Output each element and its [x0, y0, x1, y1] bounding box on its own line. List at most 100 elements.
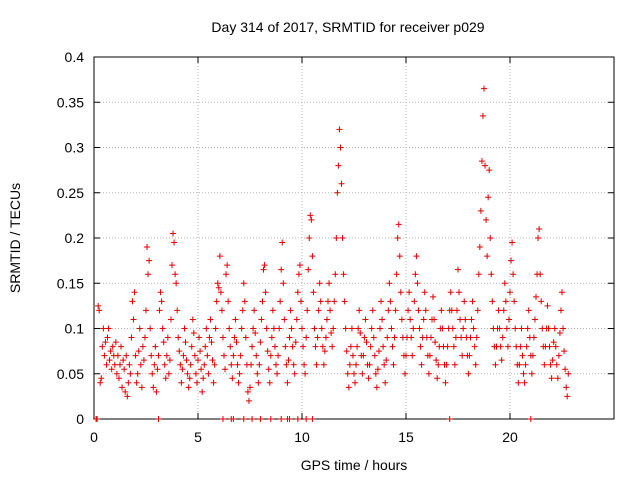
data-point — [385, 307, 392, 314]
data-point — [380, 343, 387, 350]
data-point — [178, 379, 185, 386]
data-point — [132, 352, 139, 359]
data-point — [182, 339, 189, 346]
data-point — [175, 334, 182, 341]
data-point — [417, 343, 424, 350]
data-point — [406, 289, 413, 296]
data-point — [458, 334, 465, 341]
data-point — [109, 343, 116, 350]
data-point — [305, 266, 312, 273]
data-point — [503, 325, 510, 332]
data-point — [518, 325, 525, 332]
data-point — [187, 361, 194, 368]
data-point — [104, 334, 111, 341]
data-point — [217, 289, 224, 296]
data-point — [438, 307, 445, 314]
data-point — [274, 370, 281, 377]
data-point — [561, 348, 568, 355]
data-point — [124, 393, 131, 400]
data-point — [189, 316, 196, 323]
data-point — [258, 316, 265, 323]
data-point — [512, 325, 519, 332]
data-point — [527, 416, 534, 422]
data-point — [474, 307, 481, 314]
data-point — [368, 325, 375, 332]
data-point — [453, 307, 460, 314]
data-point — [174, 307, 181, 314]
data-point — [362, 316, 369, 323]
data-point — [102, 339, 109, 346]
data-point — [413, 253, 420, 260]
data-point — [407, 316, 414, 323]
data-point — [477, 207, 484, 214]
data-point — [387, 298, 394, 305]
data-point — [108, 366, 115, 373]
data-point — [426, 352, 433, 359]
data-point — [381, 361, 388, 368]
data-point — [278, 266, 285, 273]
data-point — [560, 325, 567, 332]
data-point — [330, 325, 337, 332]
data-point — [447, 289, 454, 296]
data-point — [100, 325, 107, 332]
data-point — [163, 352, 170, 359]
data-point — [198, 366, 205, 373]
data-point — [449, 325, 456, 332]
data-point — [188, 343, 195, 350]
data-point — [467, 334, 474, 341]
data-point — [309, 416, 316, 422]
data-point — [375, 348, 382, 355]
y-tick-label: 0.4 — [65, 49, 85, 65]
data-point — [322, 334, 329, 341]
data-point — [202, 343, 209, 350]
y-tick-label: 0 — [76, 411, 84, 427]
data-point — [507, 289, 513, 296]
data-point — [473, 334, 480, 341]
data-point — [210, 379, 217, 386]
data-point — [139, 343, 146, 350]
data-point — [105, 325, 112, 332]
data-point — [367, 343, 374, 350]
data-point — [158, 298, 165, 305]
data-point — [466, 352, 473, 359]
data-point — [300, 343, 307, 350]
data-point — [151, 361, 158, 368]
data-point — [435, 361, 442, 368]
data-point — [533, 293, 539, 300]
data-point — [337, 144, 344, 151]
data-point — [398, 316, 405, 323]
data-point — [147, 325, 154, 332]
data-point — [471, 343, 478, 350]
data-point — [314, 334, 321, 341]
data-point — [409, 352, 416, 359]
data-point — [286, 334, 293, 341]
data-point — [339, 235, 346, 241]
data-point — [345, 384, 352, 391]
data-point — [263, 325, 270, 332]
data-point — [134, 370, 141, 377]
data-point — [248, 361, 255, 368]
data-point — [411, 298, 418, 305]
data-point — [101, 352, 108, 359]
x-tick-label: 5 — [194, 429, 202, 445]
data-point — [231, 334, 238, 341]
data-point — [326, 280, 333, 287]
data-point — [444, 343, 451, 350]
data-point — [379, 316, 386, 323]
data-point — [389, 343, 396, 350]
data-point — [439, 325, 446, 332]
data-point — [564, 393, 571, 400]
data-point — [125, 379, 132, 386]
data-point — [333, 235, 340, 241]
data-point — [131, 289, 138, 296]
data-point — [106, 357, 113, 364]
y-axis-label: SRMTID / TECUs — [7, 183, 23, 293]
x-axis-label: GPS time / hours — [301, 457, 408, 473]
data-point — [448, 307, 455, 314]
data-point — [267, 352, 274, 359]
data-point — [165, 370, 172, 377]
data-point — [230, 416, 237, 422]
data-point — [172, 271, 179, 278]
data-point — [232, 316, 239, 323]
data-point — [498, 357, 505, 364]
